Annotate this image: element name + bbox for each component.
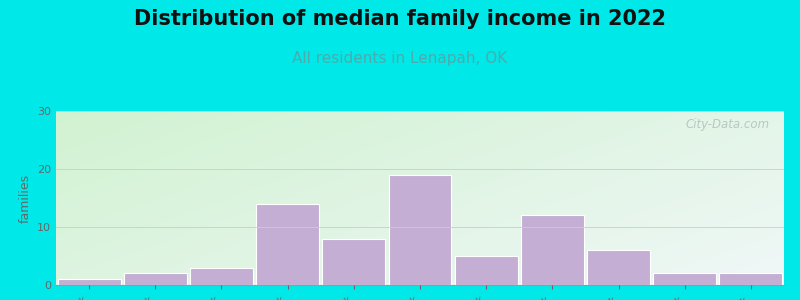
Bar [124,273,186,285]
Bar [256,204,319,285]
Bar [719,273,782,285]
Text: All residents in Lenapah, OK: All residents in Lenapah, OK [292,51,508,66]
Y-axis label: families: families [18,173,31,223]
Bar [521,215,584,285]
Bar [190,268,253,285]
Bar [322,238,386,285]
Bar [454,256,518,285]
Bar [587,250,650,285]
Bar [58,279,121,285]
Text: Distribution of median family income in 2022: Distribution of median family income in … [134,9,666,29]
Bar [654,273,716,285]
Text: City-Data.com: City-Data.com [686,118,770,131]
Bar [389,175,451,285]
